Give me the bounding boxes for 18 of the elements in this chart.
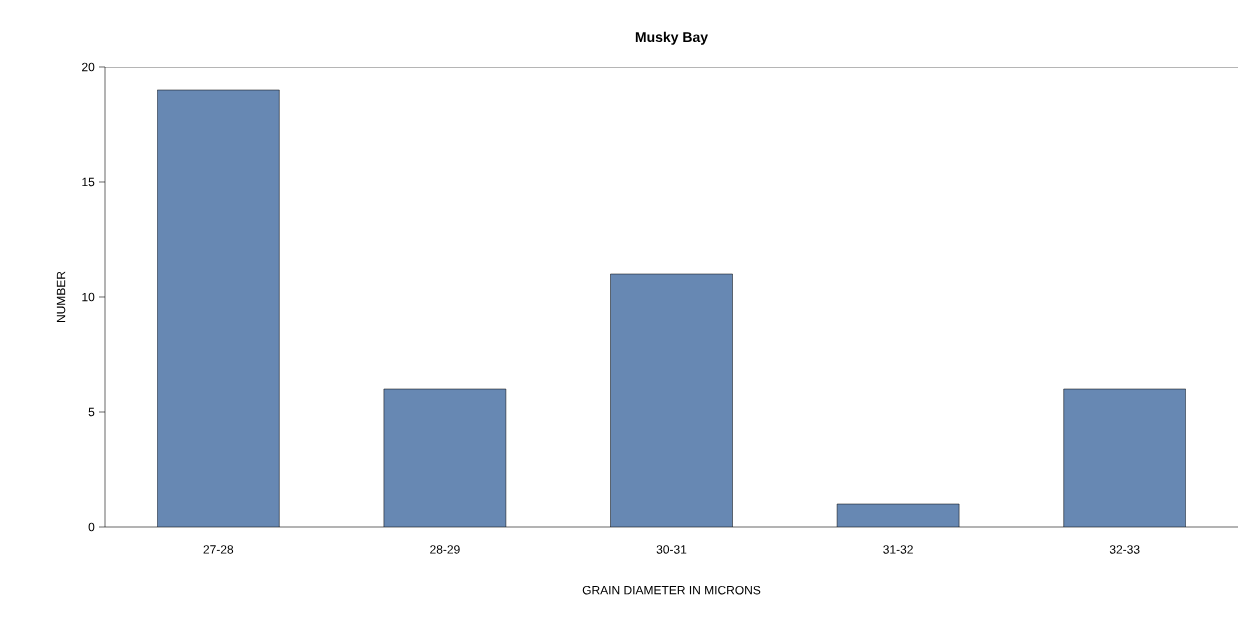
x-tick-label: 30-31 xyxy=(656,545,687,554)
y-tick-label: 20 xyxy=(82,62,95,72)
bar xyxy=(1063,388,1186,527)
y-tick-label: 15 xyxy=(82,177,95,187)
y-tick-label: 10 xyxy=(82,292,95,302)
x-tick-label: 31-32 xyxy=(883,545,913,554)
bar xyxy=(383,389,506,527)
bar xyxy=(157,90,280,527)
x-tick-label: 28-29 xyxy=(430,545,460,554)
y-tick-label: 5 xyxy=(88,407,95,417)
chart-title: Musky Bay xyxy=(635,31,708,45)
bar xyxy=(837,504,960,527)
bar xyxy=(610,274,733,527)
x-tick-label: 27-28 xyxy=(203,545,234,554)
y-axis-title: NUMBER xyxy=(56,271,66,323)
x-tick-label: 32-33 xyxy=(1109,545,1140,554)
y-tick-label: 0 xyxy=(88,522,95,532)
x-axis-title: GRAIN DIAMETER IN MICRONS xyxy=(582,585,761,595)
